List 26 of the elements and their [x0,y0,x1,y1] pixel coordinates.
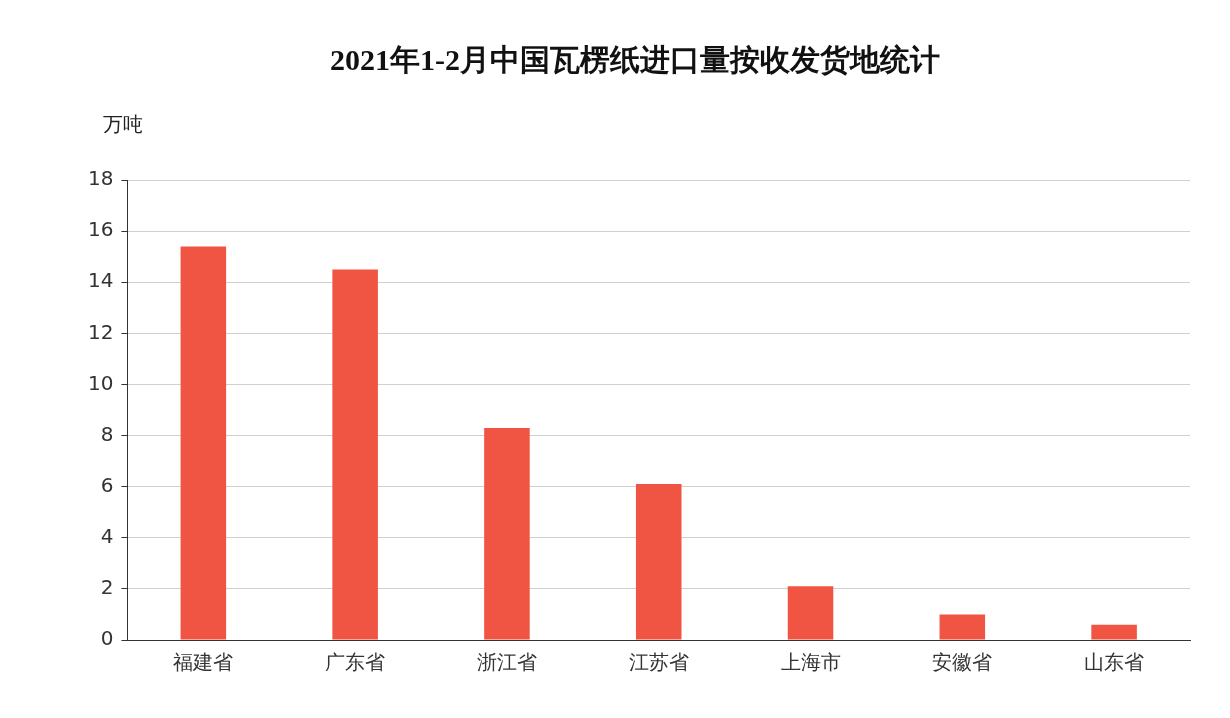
x-tick-label: 福建省 [173,650,234,675]
y-tick-label: 12 [88,319,114,344]
y-tick-label: 2 [100,575,114,600]
y-tick-label: 8 [100,421,114,446]
x-tick-label: 上海市 [780,650,841,675]
x-tick-label: 浙江省 [476,650,537,675]
y-tick-label: 6 [100,472,114,497]
x-tick-label: 山东省 [1084,650,1145,675]
bar [635,484,682,640]
bar [332,269,378,640]
x-tick-label: 安徽省 [932,650,993,675]
chart-title: 2021年1-2月中国瓦楞纸进口量按收发货地统计 [330,42,940,76]
bar [180,246,227,640]
y-tick-label: 4 [100,523,114,548]
bar [939,614,986,640]
x-tick-label: 江苏省 [628,650,689,675]
bar [787,586,834,640]
bar [1091,624,1137,640]
y-tick-label: 18 [88,166,114,191]
y-tick-label: 10 [88,370,114,395]
bar [484,427,530,640]
y-tick-label: 16 [88,217,114,242]
x-tick-label: 广东省 [325,650,386,675]
y-tick-label: 0 [100,626,114,651]
y-axis-title: 万吨 [103,112,144,137]
y-tick-label: 14 [88,268,114,293]
